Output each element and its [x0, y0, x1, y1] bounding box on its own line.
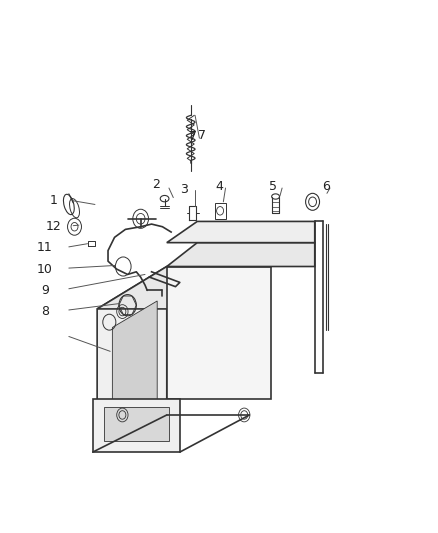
PathPatch shape [97, 266, 271, 309]
PathPatch shape [167, 221, 315, 243]
Text: 6: 6 [321, 181, 329, 193]
PathPatch shape [167, 266, 271, 399]
Text: 1: 1 [49, 193, 57, 207]
Text: 12: 12 [46, 220, 61, 233]
PathPatch shape [113, 301, 157, 428]
PathPatch shape [167, 243, 315, 266]
Text: 9: 9 [41, 284, 49, 297]
Text: 8: 8 [41, 305, 49, 318]
Text: 11: 11 [37, 241, 53, 254]
Text: 10: 10 [37, 263, 53, 276]
Text: 7: 7 [189, 130, 197, 143]
Text: 3: 3 [180, 183, 188, 196]
PathPatch shape [97, 266, 167, 441]
Bar [93, 399, 180, 452]
Text: 7: 7 [198, 128, 205, 141]
Text: 2: 2 [152, 178, 160, 191]
Bar [104, 407, 169, 441]
Text: 4: 4 [215, 181, 223, 193]
Text: 5: 5 [269, 181, 277, 193]
Bar [215, 203, 226, 219]
